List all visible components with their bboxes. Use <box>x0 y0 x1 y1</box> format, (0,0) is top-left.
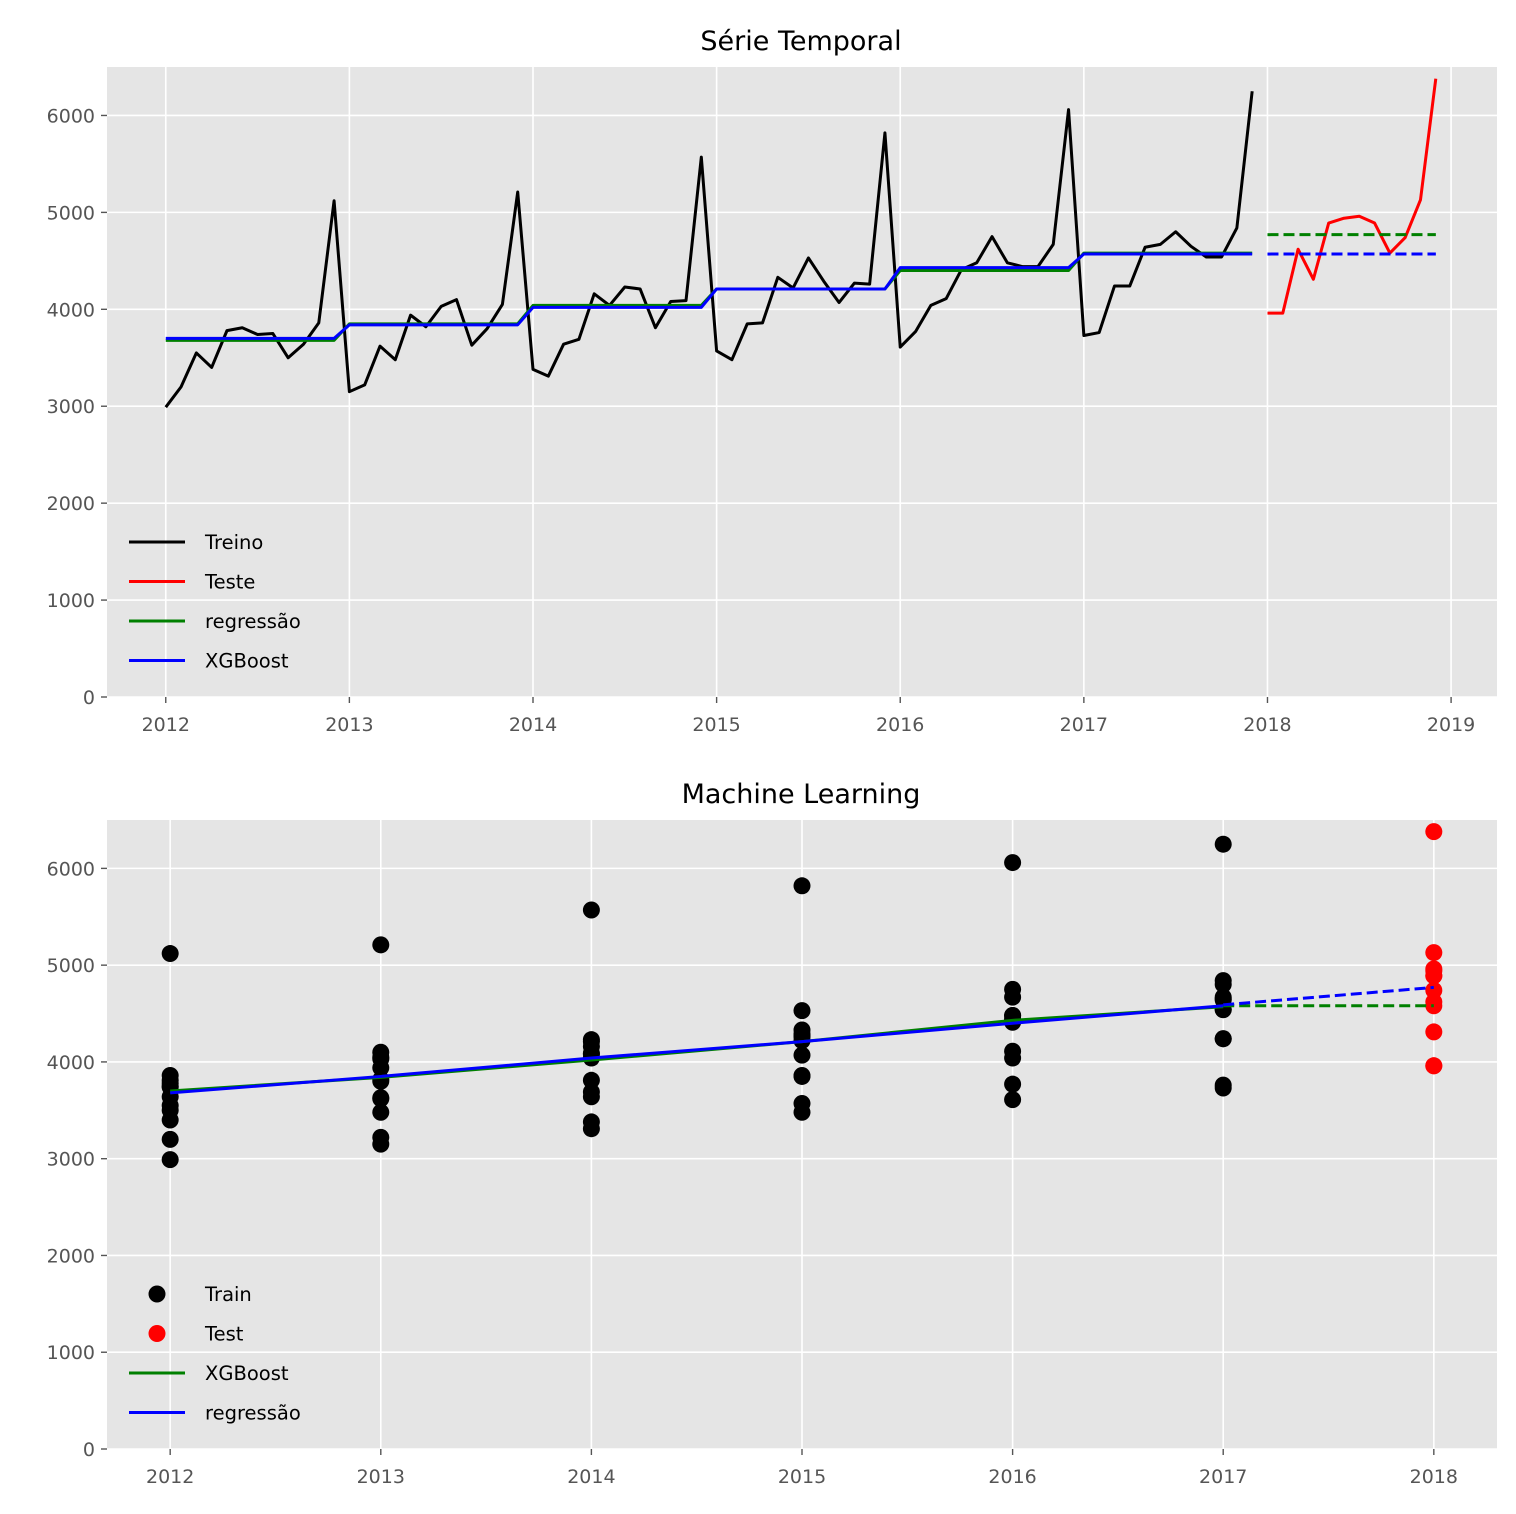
x-tick-label: 2013 <box>357 1466 405 1488</box>
legend-label-test: Test <box>204 1323 244 1346</box>
y-tick-label: 5000 <box>47 955 95 977</box>
legend-label-xgboost: XGBoost <box>205 650 289 673</box>
scatter-point-train <box>793 1095 811 1113</box>
scatter-point-test <box>1425 993 1443 1011</box>
chart-machine-learning: Machine Learning 0 1000 2000 3000 4000 5000 60… <box>47 779 1497 1488</box>
x-tick-label: 2014 <box>509 714 557 736</box>
scatter-point-train <box>1004 1042 1022 1060</box>
x-tick-label: 2015 <box>692 714 740 736</box>
legend-label-train: Train <box>204 1283 252 1306</box>
scatter-point-train <box>582 901 600 919</box>
x-tick-label: 2018 <box>1243 714 1291 736</box>
scatter-point-train <box>1214 1030 1232 1048</box>
y-tick-label: 3000 <box>47 1149 95 1171</box>
series-line-xgboost <box>165 252 1253 340</box>
y-tick-label: 1000 <box>47 1342 95 1364</box>
scatter-point-train <box>1004 854 1022 872</box>
x-tick-label: 2012 <box>146 1466 194 1488</box>
series-line-teste <box>1267 78 1438 315</box>
y-tick-label: 1000 <box>47 590 95 612</box>
scatter-point-train <box>161 1151 179 1169</box>
scatter-point-train <box>372 1043 390 1061</box>
y-tick-label: 6000 <box>47 105 95 127</box>
y-tick-label: 0 <box>83 687 95 709</box>
scatter-point-train <box>372 936 390 954</box>
y-tick-label: 0 <box>83 1439 95 1461</box>
scatter-point-test <box>1425 823 1443 841</box>
scatter-point-train <box>372 1103 390 1121</box>
scatter-point-test <box>1425 981 1443 999</box>
y-tick-label: 6000 <box>47 858 95 880</box>
legend-label-xgboost: XGBoost <box>205 1362 289 1385</box>
scatter-point-train <box>1214 972 1232 990</box>
x-tick-label: 2015 <box>778 1466 826 1488</box>
scatter-point-train <box>793 1021 811 1039</box>
scatter-point-test <box>1425 960 1443 978</box>
chart-serie-temporal: Série Temporal 0 1000 2000 3000 4000 5000 6000… <box>47 26 1497 736</box>
scatter-point-train <box>582 1113 600 1131</box>
x-tick-label: 2014 <box>567 1466 615 1488</box>
scatter-point-train <box>582 1071 600 1089</box>
plot-area <box>107 67 1497 697</box>
y-tick-label: 4000 <box>47 299 95 321</box>
x-tick-label: 2016 <box>876 714 924 736</box>
x-tick-label: 2018 <box>1410 1466 1458 1488</box>
scatter-point-train <box>1214 1076 1232 1094</box>
scatter-point-train <box>1004 1075 1022 1093</box>
x-tick-label: 2017 <box>1199 1466 1247 1488</box>
legend-label-treino: Treino <box>204 531 263 554</box>
x-tick-label: 2017 <box>1060 714 1108 736</box>
scatter-point-train <box>1214 835 1232 853</box>
scatter-point-train <box>582 1083 600 1101</box>
scatter-point-train <box>161 1130 179 1148</box>
series-line-treino <box>164 91 1254 409</box>
y-tick-label: 3000 <box>47 396 95 418</box>
scatter-point-train <box>372 1089 390 1107</box>
y-tick-label: 2000 <box>47 493 95 515</box>
y-tick-label: 5000 <box>47 202 95 224</box>
scatter-point-train <box>793 1066 811 1084</box>
scatter-point-train <box>372 1128 390 1146</box>
scatter-point-train <box>1004 1091 1022 1109</box>
y-tick-label: 2000 <box>47 1245 95 1267</box>
scatter-point-train <box>161 945 179 963</box>
x-tick-label: 2013 <box>325 714 373 736</box>
scatter-point-train <box>1214 988 1232 1006</box>
legend-marker-test <box>148 1325 166 1342</box>
x-tick-label: 2019 <box>1427 714 1475 736</box>
scatter-point-train <box>793 877 811 895</box>
legend-label-teste: Teste <box>204 571 255 594</box>
scatter-point-train <box>1004 980 1022 998</box>
legend-label-regressao: regressão <box>205 1402 301 1425</box>
chart-title: Machine Learning <box>682 779 921 810</box>
y-tick-label: 4000 <box>47 1052 95 1074</box>
scatter-point-train <box>161 1066 179 1084</box>
scatter-point-test <box>1425 1023 1443 1041</box>
scatter-point-test <box>1425 944 1443 962</box>
legend-label-regressao: regressão <box>205 610 301 633</box>
series-line-regressao <box>170 1004 1224 1095</box>
chart-title: Série Temporal <box>700 26 901 57</box>
scatter-point-test <box>1425 1057 1443 1075</box>
x-tick-label: 2012 <box>142 714 190 736</box>
scatter-point-train <box>793 1046 811 1064</box>
legend-marker-train <box>148 1285 166 1303</box>
scatter-point-train <box>582 1031 600 1049</box>
x-tick-label: 2016 <box>988 1466 1036 1488</box>
series-line-forecast-dashed <box>1223 985 1434 1007</box>
scatter-point-train <box>793 1002 811 1020</box>
